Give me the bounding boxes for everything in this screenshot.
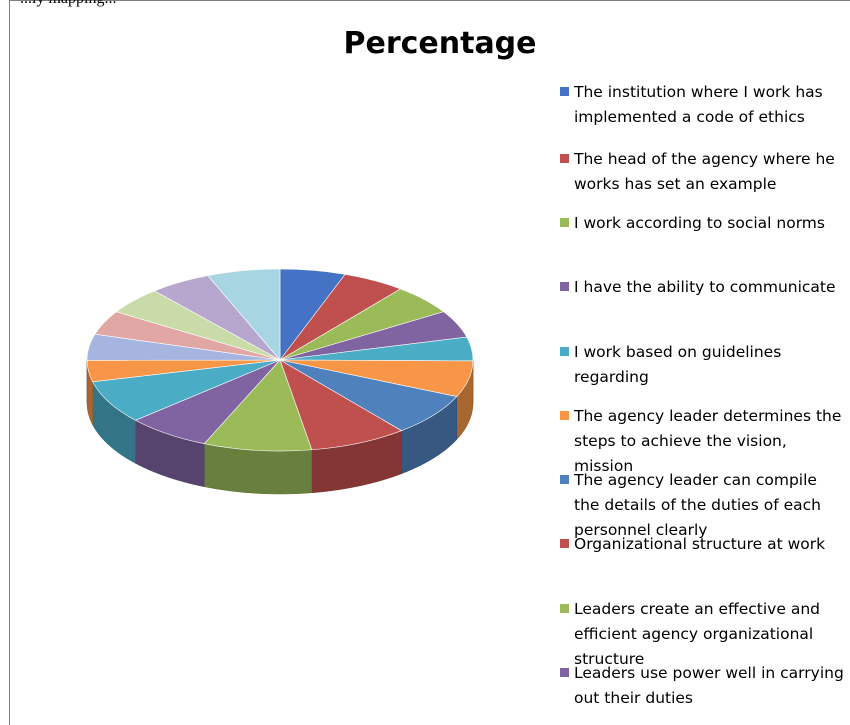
legend-swatch xyxy=(560,411,569,420)
legend-label: I work based on guidelines regarding xyxy=(574,343,782,386)
legend-swatch xyxy=(560,154,569,163)
legend-label: The institution where I work has impleme… xyxy=(574,83,823,126)
legend-label: The head of the agency where he works ha… xyxy=(574,150,835,193)
legend-label: Organizational structure at work xyxy=(574,535,826,553)
legend-swatch xyxy=(560,282,569,291)
legend-label: I have the ability to communicate xyxy=(574,278,836,296)
pie-slice-11 xyxy=(92,359,281,421)
chart-frame xyxy=(9,0,850,725)
legend-label: The agency leader can compile the detail… xyxy=(574,471,821,539)
pie-slice-9 xyxy=(203,359,313,452)
chart-title: Percentage xyxy=(343,26,537,61)
cropped-text: ...ly mapping... xyxy=(20,0,116,8)
legend-swatch xyxy=(560,475,569,484)
legend-swatch xyxy=(560,604,569,613)
legend-swatch xyxy=(560,668,569,677)
legend-label: Leaders create an effective and efficien… xyxy=(574,600,820,668)
pie-chart xyxy=(86,268,474,495)
legend-swatch xyxy=(560,347,569,356)
legend-swatch xyxy=(560,218,569,227)
legend-label: I work according to social norms xyxy=(574,214,825,232)
pie-top-group xyxy=(86,268,474,452)
pie-side-group xyxy=(86,360,474,495)
legend-label: Leaders use power well in carrying out t… xyxy=(574,664,844,707)
pie-slice-8 xyxy=(279,359,403,451)
pie-slice-17 xyxy=(207,268,281,361)
legend-swatch xyxy=(560,87,569,96)
legend-label: The agency leader determines the steps t… xyxy=(574,407,842,475)
pie-slice-side-9 xyxy=(203,443,313,495)
cropped-text-line: ...ly mapping... xyxy=(0,0,420,8)
legend-swatch xyxy=(560,539,569,548)
